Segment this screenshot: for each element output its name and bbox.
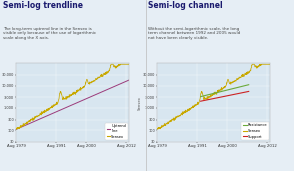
Text: The long-term uptrend line in the Sensex is
visible only because of the use of l: The long-term uptrend line in the Sensex… [3, 27, 96, 40]
Y-axis label: Sensex: Sensex [137, 96, 141, 110]
Legend: Resistance, Sensex, Support: Resistance, Sensex, Support [241, 122, 269, 140]
Text: Without the semi-logarithmic scale, the long
term channel between 1992 and 2005 : Without the semi-logarithmic scale, the … [148, 27, 241, 40]
Text: Semi-log trendline: Semi-log trendline [3, 1, 83, 10]
Legend: Uptrend
line, Sensex: Uptrend line, Sensex [105, 123, 128, 140]
Text: Semi-log channel: Semi-log channel [148, 1, 223, 10]
